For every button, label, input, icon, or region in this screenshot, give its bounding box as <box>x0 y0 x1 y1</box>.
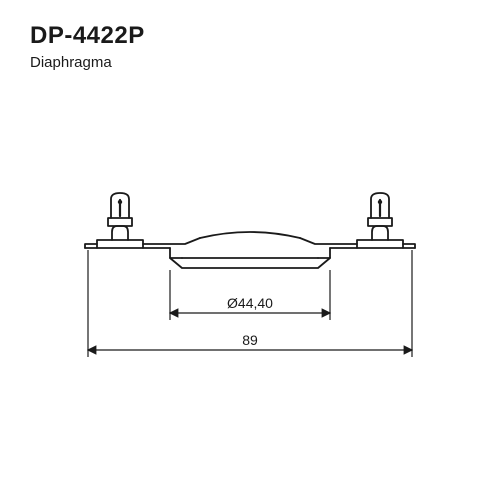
right-terminal <box>357 193 403 248</box>
part-outline <box>85 193 415 268</box>
left-terminal <box>97 193 143 248</box>
diameter-dimension-label: Ø44,40 <box>227 295 273 311</box>
outer-dimension-label: 89 <box>242 332 258 348</box>
technical-drawing: Ø44,40 89 <box>0 0 500 500</box>
page: DP-4422P Diaphragma <box>0 0 500 500</box>
